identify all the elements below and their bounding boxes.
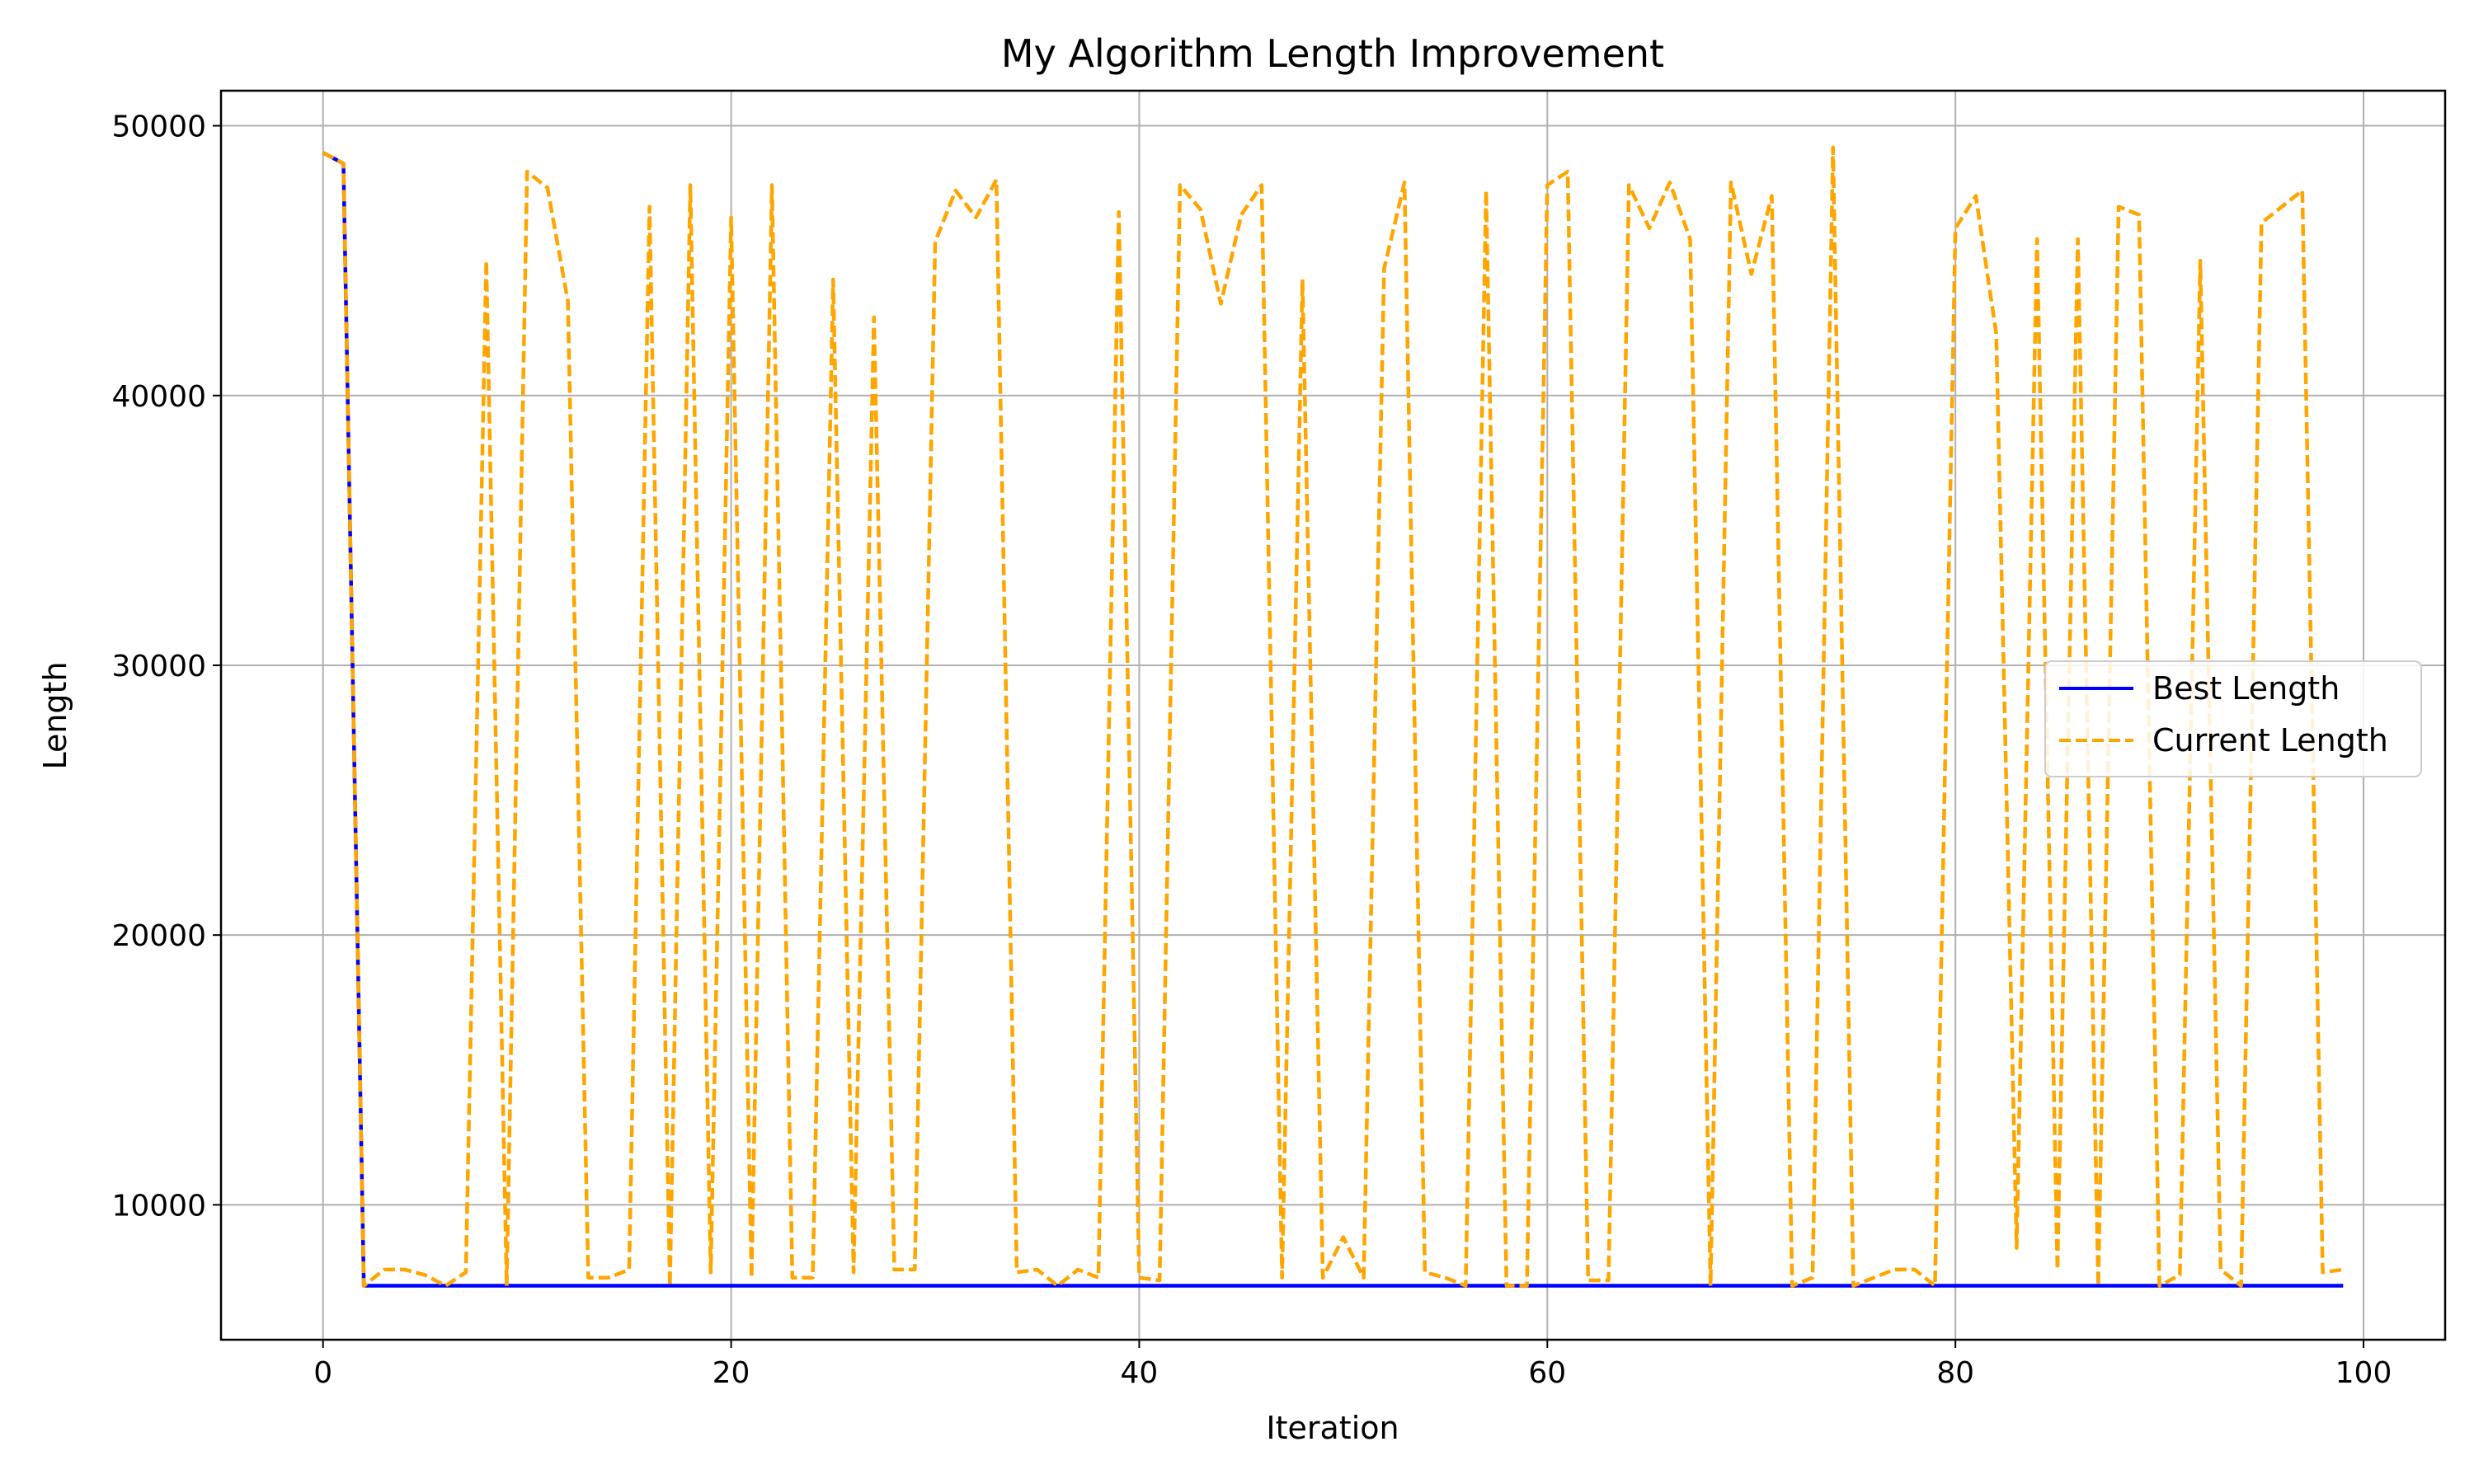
y-axis-label: Length bbox=[37, 661, 73, 769]
axis-ticks: 0 20 40 60 80 100 10000 20000 30000 40000 50000 bbox=[111, 110, 2392, 1390]
series-layer bbox=[322, 145, 2344, 1288]
x-axis-label: Iteration bbox=[1266, 1410, 1399, 1446]
x-tick-label: 60 bbox=[1528, 1356, 1566, 1390]
x-tick-label: 20 bbox=[713, 1356, 750, 1390]
chart-title: My Algorithm Length Improvement bbox=[1001, 31, 1664, 76]
x-tick-label: 100 bbox=[2335, 1356, 2392, 1390]
x-tick-label: 40 bbox=[1121, 1356, 1159, 1390]
x-tick-label: 0 bbox=[313, 1356, 332, 1390]
x-tick-label: 80 bbox=[1936, 1356, 1974, 1390]
y-tick-label: 50000 bbox=[111, 110, 206, 144]
legend: Best Length Current Length bbox=[2044, 660, 2422, 777]
legend-label-best-length: Best Length bbox=[2152, 670, 2340, 707]
y-tick-label: 20000 bbox=[111, 919, 206, 953]
series-line-best-length bbox=[322, 151, 2344, 1288]
y-tick-label: 30000 bbox=[111, 650, 206, 683]
series-line-current-length bbox=[322, 145, 2344, 1288]
legend-box bbox=[2044, 660, 2422, 777]
y-tick-label: 40000 bbox=[111, 380, 206, 414]
y-tick-label: 10000 bbox=[111, 1189, 206, 1223]
plot-frame bbox=[219, 89, 2447, 1341]
legend-label-current-length: Current Length bbox=[2152, 722, 2388, 758]
